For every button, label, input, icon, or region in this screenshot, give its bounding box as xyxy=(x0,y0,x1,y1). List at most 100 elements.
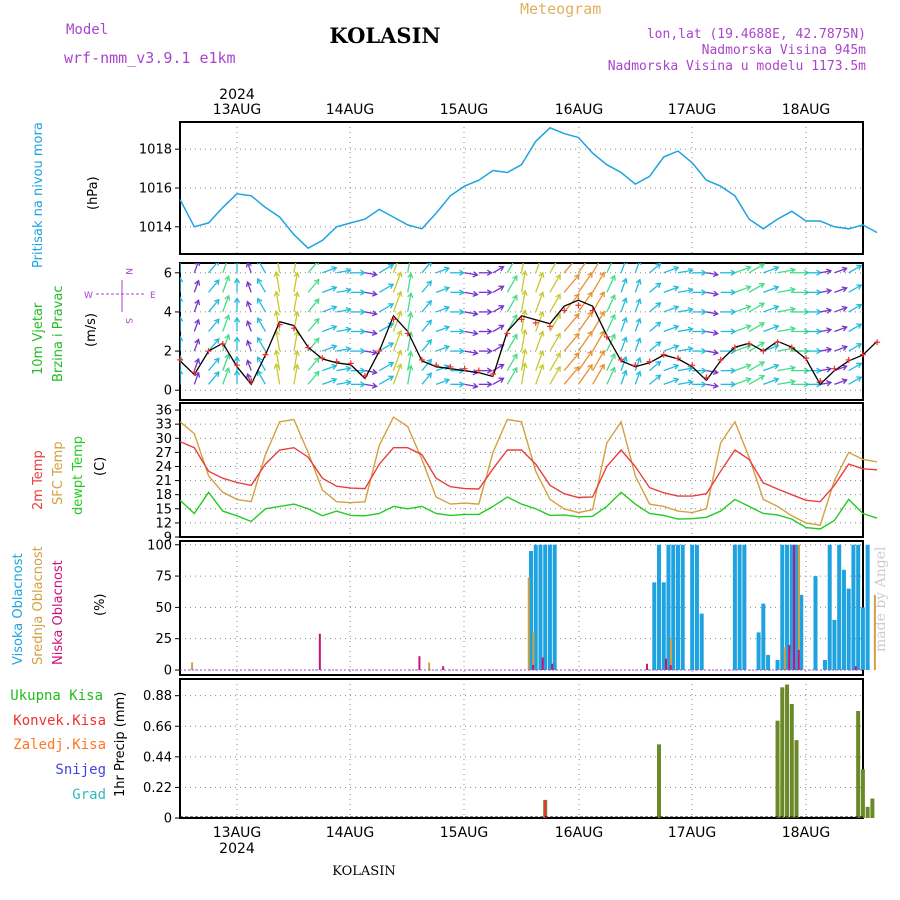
wind-arrow-head xyxy=(371,290,378,297)
wind-gust-mark xyxy=(746,341,753,348)
wind-gust-mark xyxy=(632,362,639,369)
wind-arrow-head xyxy=(789,326,797,333)
wind-arrow xyxy=(293,272,298,293)
wind-arrow-head xyxy=(856,303,863,310)
wind-arrow-head xyxy=(407,364,414,371)
wind-arrow-head xyxy=(701,308,708,316)
wind-arrow-head xyxy=(293,363,300,370)
wind-arrow-head xyxy=(758,375,766,381)
wind-arrow xyxy=(734,344,751,352)
wind-arrow-head xyxy=(826,327,833,334)
wind-arrow xyxy=(336,289,351,293)
wind-arrow-head xyxy=(826,380,833,387)
wind-arrow-head xyxy=(538,291,545,298)
high-cloud-bar xyxy=(775,659,780,670)
wind-arrow xyxy=(277,263,281,273)
wind-arrow-head xyxy=(345,365,352,372)
wind-arrow-head xyxy=(472,310,479,317)
wind-arrow xyxy=(208,263,218,274)
wind-arrow-head xyxy=(245,339,252,346)
total-precip-bar xyxy=(865,806,870,818)
wind-arrow-head xyxy=(396,290,403,297)
wind-gust-mark xyxy=(518,316,525,323)
wind-arrow xyxy=(392,263,398,274)
wind-arrow xyxy=(592,263,600,274)
wind-arrow xyxy=(734,364,751,372)
wind-arrow-head xyxy=(426,263,432,267)
wind-arrow-head xyxy=(826,307,833,314)
wind-arrow xyxy=(577,263,587,274)
wind-arrow-head xyxy=(745,324,752,331)
wind-gust-mark xyxy=(305,344,312,351)
y-tick-label: 36 xyxy=(155,404,172,419)
wind-arrow xyxy=(877,299,888,312)
wind-arrow-head xyxy=(194,357,201,365)
wind-arrow xyxy=(748,302,765,313)
wind-arrow xyxy=(734,325,751,333)
wind-arrow xyxy=(435,365,450,372)
wind-arrow-head xyxy=(512,313,518,321)
wind-arrow xyxy=(307,371,320,385)
mid-cloud-bar xyxy=(532,632,535,670)
wind-arrow xyxy=(307,318,320,332)
wind-arrow-head xyxy=(388,375,395,382)
wind-arrow-head xyxy=(245,359,252,366)
wind-arrow-head xyxy=(841,378,848,385)
y-tick-label: 75 xyxy=(155,570,172,585)
y-tick-label: 1014 xyxy=(139,220,172,235)
wind-arrow-head xyxy=(826,288,833,295)
wind-arrow xyxy=(592,350,605,371)
legend-hail: Grad xyxy=(72,787,106,803)
wind-arrow-head xyxy=(345,287,352,294)
wind-arrow xyxy=(563,352,580,372)
low-cloud-bar xyxy=(646,663,649,670)
top-day-label: 15AUG xyxy=(440,102,489,118)
wind-arrow-head xyxy=(194,338,201,345)
wind-arrow-head xyxy=(371,349,378,356)
wind-arrow xyxy=(834,379,847,385)
wind-arrow-head xyxy=(331,344,338,351)
wind-arrow-head xyxy=(245,263,252,268)
legend-snow: Snijeg xyxy=(55,762,106,778)
wind-arrow-head xyxy=(194,279,201,286)
wind-arrow-head xyxy=(884,259,889,264)
wind-arrow-head xyxy=(621,369,628,376)
y-tick-label: 0.22 xyxy=(143,781,172,796)
wind-arrow xyxy=(193,358,200,371)
wind-arrow xyxy=(322,267,337,274)
wind-arrow xyxy=(663,345,679,352)
wind-arrow-head xyxy=(273,270,280,278)
wind-gust-mark xyxy=(347,360,354,367)
wind-arrow xyxy=(520,263,524,273)
wind-arrow-head xyxy=(635,337,642,344)
high-cloud-bar xyxy=(666,544,671,670)
wind-arrow-head xyxy=(745,304,752,311)
low-cloud-bar xyxy=(788,644,791,670)
wind-arrow xyxy=(257,370,267,385)
wind-arrow xyxy=(421,372,432,385)
wind-arrow xyxy=(208,299,220,313)
wind-arrow-head xyxy=(407,291,414,299)
wind-arrow-head xyxy=(194,371,201,378)
wind-arrow-head xyxy=(498,377,505,383)
wind-arrow-head xyxy=(712,310,719,317)
wind-arrow-head xyxy=(426,299,433,306)
wind-arrow xyxy=(620,356,627,371)
wind-arrow xyxy=(877,371,888,384)
total-precip-bar xyxy=(870,798,875,818)
high-cloud-bar xyxy=(690,544,695,670)
wind-arrow xyxy=(634,298,641,313)
wind-arrow-head xyxy=(371,271,378,278)
wind-arrow xyxy=(848,284,862,293)
bottom-day-label: 15AUG xyxy=(440,825,489,841)
wind-arrow xyxy=(549,274,561,293)
wind-arrow xyxy=(520,363,526,385)
total-precip-bar xyxy=(775,720,780,818)
wind-arrow xyxy=(222,367,230,385)
wind-arrow-head xyxy=(538,363,545,370)
wind-arrow-head xyxy=(512,333,518,340)
compass-w: W xyxy=(84,291,93,301)
wind-arrow xyxy=(677,269,693,274)
wind-arrow xyxy=(820,328,832,333)
wind-arrow xyxy=(506,275,518,293)
